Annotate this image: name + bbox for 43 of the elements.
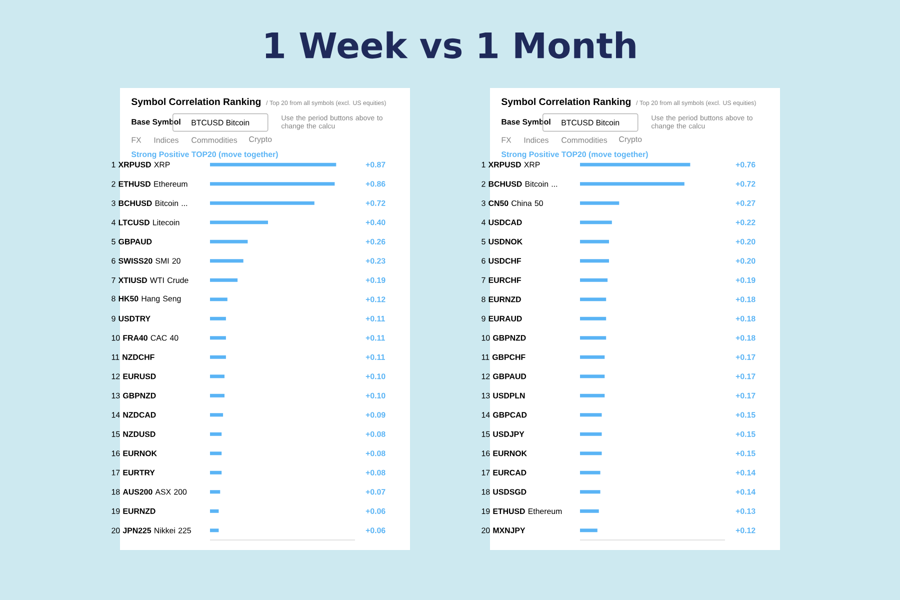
bar xyxy=(210,336,226,340)
bar xyxy=(210,374,224,378)
bar xyxy=(580,220,612,224)
bar xyxy=(580,528,598,532)
bar xyxy=(580,432,602,436)
bar xyxy=(210,452,222,456)
bar xyxy=(580,278,608,282)
bar xyxy=(210,509,219,513)
bar xyxy=(580,509,599,513)
bar xyxy=(580,336,606,340)
bar xyxy=(210,278,238,282)
bar xyxy=(210,240,248,244)
bar xyxy=(210,490,220,494)
bar xyxy=(580,452,602,456)
chart-title: Symbol Correlation Ranking xyxy=(131,98,261,108)
bar xyxy=(580,162,690,166)
bar xyxy=(580,374,605,378)
bar xyxy=(580,394,605,398)
bar xyxy=(210,259,244,263)
bar xyxy=(210,470,222,474)
bar xyxy=(210,528,219,532)
bar xyxy=(580,470,600,474)
bar xyxy=(580,298,606,302)
bar xyxy=(580,259,610,263)
bar xyxy=(210,182,335,186)
bar xyxy=(210,201,314,205)
bar xyxy=(210,355,226,359)
bar xyxy=(580,201,620,205)
bar xyxy=(210,220,268,224)
bar xyxy=(210,394,224,398)
chart-title: Symbol Correlation Ranking xyxy=(501,98,631,108)
bar xyxy=(210,316,226,320)
bar xyxy=(580,355,605,359)
bar xyxy=(210,162,336,166)
bar xyxy=(210,298,228,302)
bar xyxy=(580,182,684,186)
text: 1 Week vs 1 Month xyxy=(266,31,636,59)
bar xyxy=(580,316,606,320)
bar xyxy=(580,240,610,244)
bar xyxy=(580,490,600,494)
bar xyxy=(580,413,602,417)
bar xyxy=(210,413,224,417)
bar xyxy=(210,432,222,436)
